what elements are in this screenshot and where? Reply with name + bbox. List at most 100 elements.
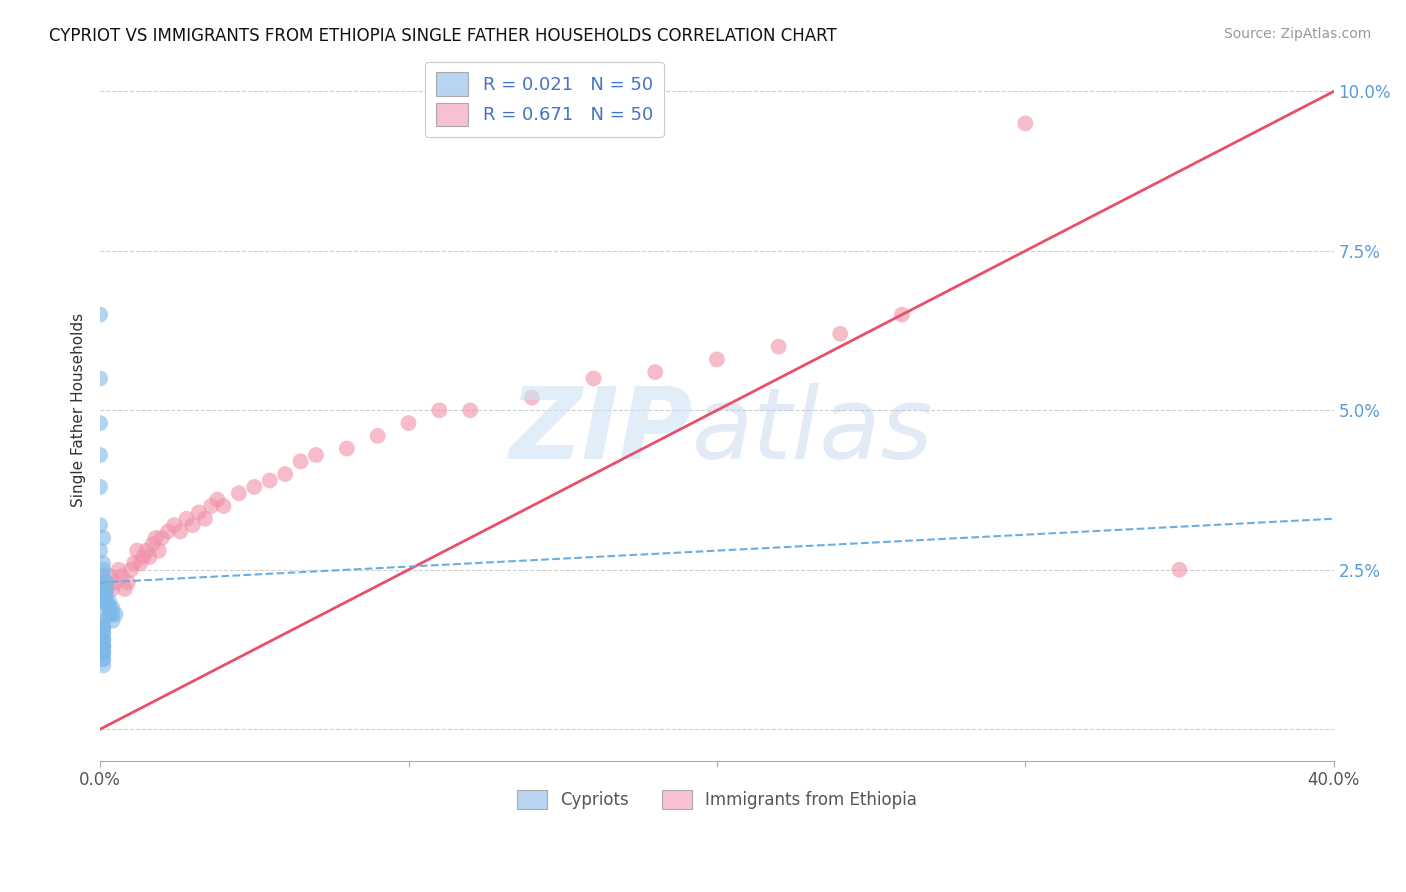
Point — [114, 582, 136, 596]
Point — [98, 607, 121, 622]
Point — [194, 512, 217, 526]
Point — [336, 442, 359, 456]
Point — [138, 549, 160, 564]
Point — [98, 601, 121, 615]
Point — [181, 518, 204, 533]
Point — [706, 352, 728, 367]
Point — [91, 563, 114, 577]
Point — [91, 620, 114, 634]
Point — [176, 512, 198, 526]
Point — [101, 607, 124, 622]
Point — [91, 557, 114, 571]
Point — [98, 594, 121, 608]
Point — [91, 582, 114, 596]
Text: CYPRIOT VS IMMIGRANTS FROM ETHIOPIA SINGLE FATHER HOUSEHOLDS CORRELATION CHART: CYPRIOT VS IMMIGRANTS FROM ETHIOPIA SING… — [49, 27, 837, 45]
Point — [96, 594, 118, 608]
Point — [91, 658, 114, 673]
Point — [91, 620, 114, 634]
Point — [91, 646, 114, 660]
Point — [91, 614, 114, 628]
Point — [91, 652, 114, 666]
Point — [142, 537, 165, 551]
Point — [96, 582, 118, 596]
Text: atlas: atlas — [692, 383, 934, 480]
Point — [427, 403, 450, 417]
Point — [91, 626, 114, 640]
Point — [582, 371, 605, 385]
Point — [148, 543, 170, 558]
Point — [96, 588, 118, 602]
Point — [122, 557, 145, 571]
Point — [101, 582, 124, 596]
Y-axis label: Single Father Households: Single Father Households — [72, 313, 86, 508]
Point — [96, 601, 118, 615]
Point — [150, 531, 173, 545]
Point — [120, 563, 142, 577]
Point — [156, 524, 179, 539]
Point — [117, 575, 139, 590]
Point — [135, 543, 157, 558]
Point — [89, 480, 111, 494]
Point — [890, 308, 912, 322]
Point — [89, 371, 111, 385]
Point — [101, 601, 124, 615]
Point — [91, 646, 114, 660]
Text: Source: ZipAtlas.com: Source: ZipAtlas.com — [1223, 27, 1371, 41]
Point — [91, 620, 114, 634]
Point — [768, 340, 790, 354]
Point — [127, 543, 149, 558]
Point — [91, 614, 114, 628]
Point — [1014, 116, 1036, 130]
Point — [91, 646, 114, 660]
Point — [104, 575, 127, 590]
Point — [200, 499, 222, 513]
Point — [212, 499, 235, 513]
Point — [91, 632, 114, 647]
Point — [91, 626, 114, 640]
Point — [91, 640, 114, 654]
Point — [243, 480, 266, 494]
Text: ZIP: ZIP — [509, 383, 692, 480]
Point — [96, 575, 118, 590]
Point — [1168, 563, 1191, 577]
Point — [274, 467, 297, 482]
Point — [644, 365, 666, 379]
Point — [91, 531, 114, 545]
Point — [111, 569, 134, 583]
Point — [91, 588, 114, 602]
Point — [89, 416, 111, 430]
Point — [107, 563, 129, 577]
Point — [96, 582, 118, 596]
Point — [104, 607, 127, 622]
Point — [101, 614, 124, 628]
Point — [520, 391, 543, 405]
Point — [187, 505, 209, 519]
Legend: Cypriots, Immigrants from Ethiopia: Cypriots, Immigrants from Ethiopia — [510, 783, 924, 816]
Point — [98, 569, 121, 583]
Point — [91, 640, 114, 654]
Point — [98, 601, 121, 615]
Point — [458, 403, 481, 417]
Point — [163, 518, 186, 533]
Point — [91, 632, 114, 647]
Point — [132, 549, 155, 564]
Point — [91, 640, 114, 654]
Point — [398, 416, 420, 430]
Point — [305, 448, 328, 462]
Point — [145, 531, 167, 545]
Point — [91, 594, 114, 608]
Point — [96, 594, 118, 608]
Point — [91, 575, 114, 590]
Point — [89, 518, 111, 533]
Point — [207, 492, 229, 507]
Point — [89, 308, 111, 322]
Point — [169, 524, 191, 539]
Point — [91, 632, 114, 647]
Point — [228, 486, 250, 500]
Point — [129, 557, 152, 571]
Point — [91, 652, 114, 666]
Point — [91, 588, 114, 602]
Point — [830, 326, 852, 341]
Point — [367, 429, 389, 443]
Point — [259, 474, 281, 488]
